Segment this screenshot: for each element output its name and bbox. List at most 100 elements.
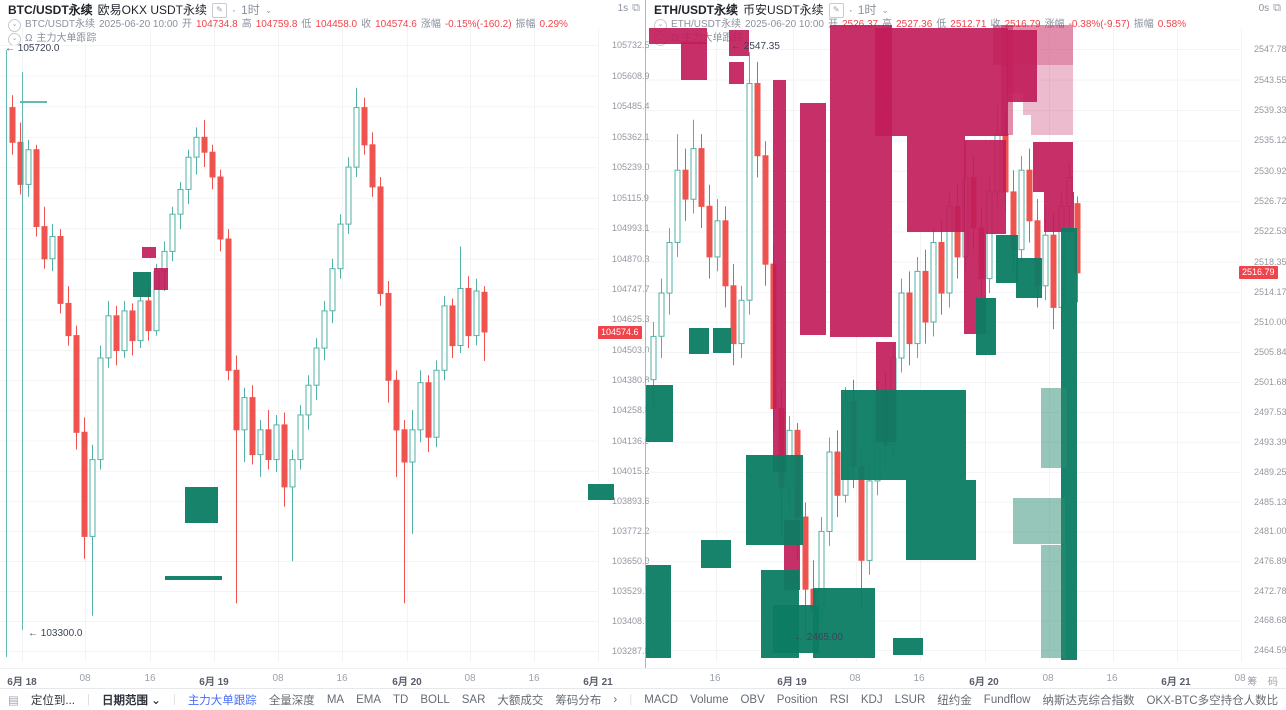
price-axis-label: 103287.8 (612, 646, 650, 656)
time-axis-label: 16 (1106, 673, 1118, 684)
large-order-block (1006, 65, 1073, 93)
toolbar-item-21[interactable]: KDJ (860, 693, 883, 706)
h-gridline (0, 530, 598, 532)
candle-body (337, 223, 344, 270)
ohlc-value: 104734.8 (195, 19, 238, 30)
toolbar-item-24[interactable]: Fundflow (983, 693, 1031, 706)
date-range-button[interactable]: 日期范围 ⌄ (101, 694, 161, 707)
price-axis-label: 2530.92 (1254, 165, 1286, 176)
candle-body (369, 144, 376, 188)
chip-panel-toggle[interactable]: 筹 码 (1247, 677, 1282, 688)
eth-interval-select[interactable]: 1时 (857, 3, 877, 17)
price-axis-label: 2522.53 (1254, 226, 1286, 237)
toolbar-item-13[interactable]: 筹码分布 (555, 694, 602, 707)
toolbar-item-22[interactable]: LSUR (894, 693, 926, 706)
toolbar-item-9[interactable]: TD (392, 693, 409, 706)
h-gridline (0, 500, 598, 502)
v-gridline (1241, 28, 1242, 662)
large-order-block (22, 72, 23, 630)
toolbar-item-25[interactable]: 纳斯达克综合指数 (1042, 694, 1135, 707)
large-order-block (746, 455, 803, 545)
toolbar-item-18[interactable]: OBV (740, 693, 765, 706)
eth-symbol[interactable]: ETH/USDT永续 (654, 3, 739, 17)
chevron-down-icon: ⌄ (881, 5, 889, 15)
toolbar-item-7[interactable]: MA (326, 693, 345, 706)
toolbar-item-6[interactable]: 全量深度 (268, 694, 315, 707)
locate-icon[interactable]: ▤ (8, 694, 19, 707)
toolbar-item-8[interactable]: EMA (356, 693, 381, 706)
candle-body (145, 300, 152, 332)
candle-body (1026, 169, 1033, 222)
btc-symbol[interactable]: BTC/USDT永续 (8, 3, 93, 17)
candle-body (297, 414, 304, 461)
ohlc-label: 2025-06-20 10:00 (99, 19, 178, 30)
more-arrow[interactable]: › (613, 693, 618, 706)
candle-body (225, 238, 232, 371)
price-axis-label: 104380.8 (612, 375, 650, 386)
price-axis-label: 105115.9 (612, 192, 649, 203)
price-axis-label: 2543.55 (1254, 74, 1286, 85)
price-axis-label: 2505.84 (1254, 346, 1286, 357)
candle-body (666, 242, 673, 294)
time-axis-label: 6月 18 (7, 677, 37, 688)
ohlc-label: 低 (301, 19, 312, 30)
current-price-tag: 104574.6 (598, 325, 642, 339)
ohlc-label: 开 (181, 19, 192, 30)
price-axis-label: 105485.4 (612, 101, 650, 112)
candle-body (185, 156, 192, 190)
toolbar-item-19[interactable]: Position (776, 693, 818, 706)
btc-titlebar: BTC/USDT永续 欧易OKX USDT永续 ✎ · 1时 ⌄ ⌄ BTC/U… (8, 2, 568, 46)
toolbar-item-10[interactable]: BOLL (420, 693, 450, 706)
toolbar-item-12[interactable]: 大额成交 (497, 694, 544, 707)
ohlc-value: 2526.37 (841, 19, 879, 30)
screenshot-icon[interactable]: ⧉ (632, 2, 640, 14)
price-annotation: ← 2465.00 (794, 632, 843, 643)
toolbar-item-20[interactable]: RSI (829, 693, 849, 706)
btc-interval-select[interactable]: 1时 (241, 3, 260, 17)
indicator-main-force[interactable]: 主力大单跟踪 (187, 694, 257, 707)
time-axis-label: 6月 19 (777, 677, 807, 688)
toolbar-item-26[interactable]: OKX-BTC多空持仓人数比 (1146, 694, 1279, 707)
edit-icon[interactable]: ✎ (212, 2, 228, 18)
latency-badge: 1s (617, 3, 629, 14)
price-axis-label: 104015.2 (612, 465, 650, 476)
candle-body (802, 516, 809, 590)
h-gridline (0, 470, 598, 472)
candle-body (473, 290, 480, 337)
indicator-label[interactable]: 主力大单跟踪 (682, 33, 743, 44)
candle-body (441, 305, 448, 371)
screenshot-icon[interactable]: ⧉ (1273, 2, 1281, 14)
h-gridline (0, 591, 598, 592)
collapse-icon[interactable]: ⌄ (8, 18, 21, 32)
candle-body (417, 382, 424, 431)
indicator-label[interactable]: 主力大单跟踪 (36, 33, 97, 44)
large-order-block (1013, 498, 1065, 544)
edit-icon[interactable]: ✎ (828, 2, 844, 18)
candle-body (377, 186, 384, 294)
ohlc-label: 涨幅 (1044, 19, 1065, 30)
price-axis-label: 2547.78 (1254, 44, 1286, 54)
h-gridline (646, 590, 1240, 592)
candle-body (129, 310, 136, 342)
candle-body (81, 431, 88, 537)
btc-candlestick-chart[interactable]: ← 105720.0 ← 103300.0 (0, 0, 645, 666)
eth-candlestick-chart[interactable]: ← 2547.35 ← 2465.00 (646, 0, 1286, 666)
locate-button[interactable]: 定位到... (30, 694, 75, 707)
toolbar-item-17[interactable]: Volume (690, 693, 729, 706)
large-order-block (681, 42, 707, 80)
ohlc-label: 振幅 (515, 19, 536, 30)
large-order-block (646, 565, 671, 658)
candle-body (906, 292, 913, 345)
candle-body (209, 151, 216, 178)
h-gridline (0, 167, 598, 169)
candle-body (177, 188, 184, 215)
toolbar-item-11[interactable]: SAR (461, 693, 486, 706)
ohlc-value: -0.15%(-160.2) (444, 19, 512, 30)
candle-body (345, 166, 352, 225)
time-axis[interactable]: 筹 码 6月 18 08 16 6月 19 08 16 6月 20 08 16 6月 21 16 6月… (0, 668, 1286, 689)
candle-wick (292, 449, 293, 562)
toolbar-item-16[interactable]: MACD (644, 693, 679, 706)
candle-body (930, 242, 937, 323)
toolbar-item-23[interactable]: 纽约金 (937, 694, 972, 707)
